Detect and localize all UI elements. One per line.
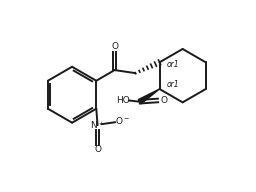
Text: O: O bbox=[111, 42, 118, 51]
Text: or1: or1 bbox=[167, 80, 179, 89]
Text: O$^-$: O$^-$ bbox=[115, 115, 131, 126]
Text: O: O bbox=[94, 145, 101, 154]
Text: O: O bbox=[160, 96, 167, 105]
Polygon shape bbox=[138, 89, 159, 104]
Text: or1: or1 bbox=[167, 60, 179, 69]
Text: N$^+$: N$^+$ bbox=[90, 119, 105, 131]
Text: HO: HO bbox=[116, 96, 130, 105]
